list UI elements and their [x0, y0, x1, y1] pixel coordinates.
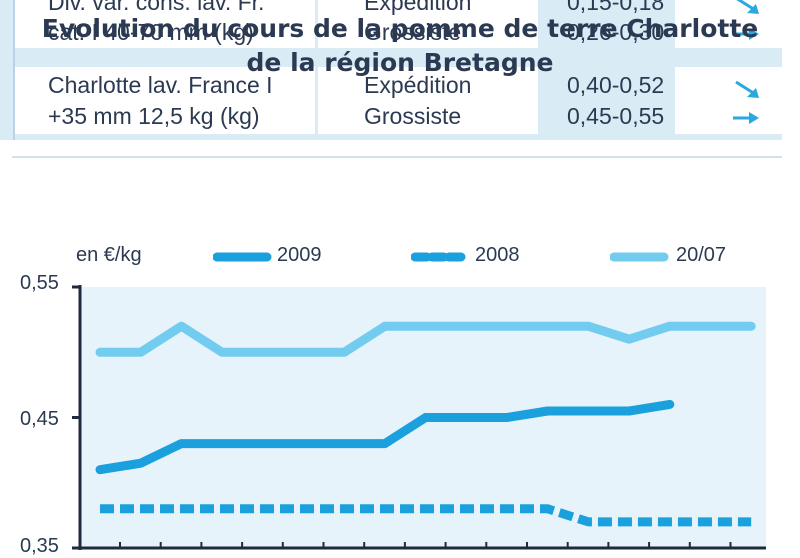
market-stage: Expédition — [364, 72, 472, 98]
trend-stable-icon — [733, 28, 759, 40]
cell-bg — [318, 0, 538, 48]
legend-item-2007: 20/07 — [610, 244, 750, 270]
legend-label: 2008 — [475, 244, 520, 266]
cell-bg — [15, 0, 315, 48]
price-range: 0,26-0,30 — [567, 19, 665, 45]
product-name: Charlotte lav. France I — [48, 72, 273, 98]
chart-title-line: Evolution du cours de la pomme de terre … — [41, 14, 759, 43]
legend-label: 2009 — [277, 244, 322, 266]
market-stage: Expédition — [364, 0, 472, 15]
price-range: 0,45-0,55 — [567, 103, 665, 129]
trend-down-icon — [735, 80, 759, 98]
trend-stable-icon — [733, 112, 759, 124]
y-axis-unit-label: en €/kg — [76, 244, 142, 266]
series-line-2009 — [95, 399, 675, 475]
series-line-2008 — [100, 504, 752, 527]
price-range: 0,15-0,18 — [567, 0, 665, 15]
y-tick-label: 0,55 — [20, 272, 59, 294]
cell-bg — [675, 67, 782, 134]
legend-swatch-light — [610, 252, 669, 262]
product-name: +35 mm 12,5 kg (kg) — [48, 103, 260, 129]
chart-title: Evolution du cours de la pomme de terre … — [0, 12, 800, 80]
market-stage: Grossiste — [364, 19, 462, 45]
price-range: 0,40-0,52 — [567, 72, 665, 98]
cell-bg — [318, 67, 538, 134]
legend-swatch-solid — [213, 252, 272, 262]
cell-bg — [15, 67, 315, 134]
cell-bg — [675, 0, 782, 48]
chart-title-line: de la région Bretagne — [246, 48, 554, 77]
series-line-20-07 — [95, 321, 756, 357]
legend-swatch-dashed — [411, 252, 470, 262]
market-stage: Grossiste — [364, 103, 462, 129]
legend-item-2008: 2008 — [411, 244, 541, 270]
product-name: Div. var. cons. lav. Fr. — [48, 0, 265, 15]
price-table: Div. var. cons. lav. Fr. cat. I 40-70 mm… — [0, 0, 800, 140]
y-tick-label: 0,45 — [20, 408, 59, 430]
legend-label: 20/07 — [676, 244, 727, 266]
table-left-rule — [13, 0, 15, 140]
trend-down-icon — [736, 0, 759, 14]
legend-item-2009: 2009 — [213, 244, 343, 270]
product-name: cat. I 40-70 mm (kg) — [48, 19, 254, 45]
